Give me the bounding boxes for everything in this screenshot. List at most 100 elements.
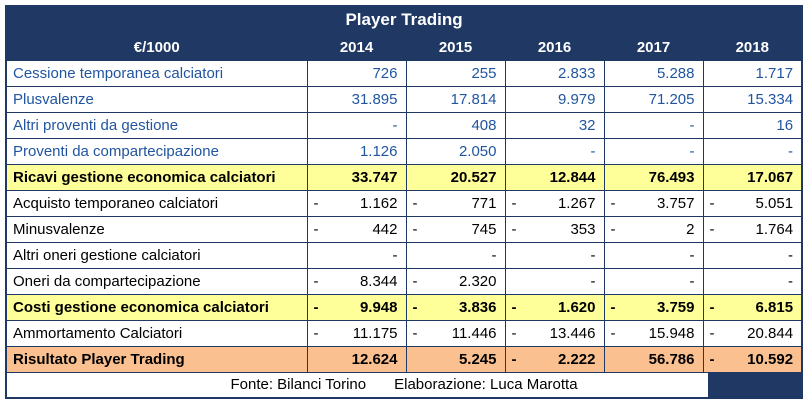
value-cell: 408 [405, 111, 506, 139]
value-cell: -2 [603, 215, 704, 243]
player-trading-table: Player Trading €/1000 2014 2015 2016 201… [5, 5, 804, 399]
table-row: Acquisto temporaneo calciatori -1.162 -7… [5, 189, 803, 217]
value-cell: - 1.162 [306, 189, 407, 217]
value-cell: - [702, 241, 803, 269]
table-row: Altri proventi da gestione - 408 32 - 16 [5, 111, 803, 139]
row-label: Costi gestione economica calciatori [5, 293, 308, 321]
minus-sign: - [511, 350, 517, 368]
minus-sign: - [412, 298, 418, 316]
value-cell: - 353 [504, 215, 605, 243]
value-cell: - 11.446 [405, 319, 506, 347]
value-cell: - [504, 241, 605, 269]
value-cell: - 5.051 [702, 189, 803, 217]
cell-value: 15.334 [747, 90, 794, 108]
cell-value: 15.948 [648, 324, 695, 342]
value-cell: - 1.267 [504, 189, 605, 217]
value-cell: 31.895 [306, 85, 407, 113]
value-cell: - 10.592 [702, 345, 803, 373]
value-cell: - 1.620 [504, 293, 605, 321]
value-cell: 2.050 [405, 137, 506, 165]
cell-value: 12.624 [351, 350, 398, 368]
minus-sign: - [313, 194, 319, 212]
value-cell: 12.624 [306, 345, 407, 373]
value-cell: - 20.844 [702, 319, 803, 347]
value-cell: - 771 [405, 189, 506, 217]
cell-value: 13.446 [549, 324, 596, 342]
value-cell: - 442 [306, 215, 407, 243]
value-cell: - 6.815 [702, 293, 803, 321]
value-cell: 2.833 [504, 59, 605, 87]
column-header-2017: 2017 [603, 33, 704, 61]
value-cell: 20.527 [405, 163, 506, 191]
cell-value: 771 [471, 194, 497, 212]
value-cell: - [603, 267, 704, 295]
value-cell: - [306, 241, 407, 269]
value-cell: 17.067 [702, 163, 803, 191]
cell-value: - [491, 246, 497, 264]
cell-value: 1.162 [359, 194, 398, 212]
cell-value: 1.126 [359, 142, 398, 160]
minus-sign: - [610, 298, 616, 316]
minus-sign: - [610, 324, 616, 342]
cell-value: 17.067 [747, 168, 794, 186]
cell-value: 1.764 [755, 220, 794, 238]
cell-value: - [689, 246, 695, 264]
cell-value: 3.759 [656, 298, 695, 316]
value-cell: 12.844 [504, 163, 605, 191]
cell-value: 11.175 [352, 324, 398, 342]
minus-sign: - [511, 194, 517, 212]
row-label: Minusvalenze [5, 215, 308, 243]
value-cell: 1.126 [306, 137, 407, 165]
cell-value: 5.288 [656, 64, 695, 82]
row-label: Oneri da compartecipazione [5, 267, 308, 295]
cell-value: - [590, 246, 596, 264]
row-label: Proventi da compartecipazione [5, 137, 308, 165]
value-cell: 15.334 [702, 85, 803, 113]
column-header-unit: €/1000 [5, 33, 308, 61]
cell-value: 2.222 [557, 350, 596, 368]
table-row: Plusvalenze 31.895 17.814 9.979 71.205 1… [5, 85, 803, 113]
value-cell: - [603, 137, 704, 165]
row-label: Ricavi gestione economica calciatori [5, 163, 308, 191]
cell-value: - [788, 142, 794, 160]
cell-value: 20.844 [747, 324, 794, 342]
row-label: Ammortamento Calciatori [5, 319, 308, 347]
table-row-total-ricavi: Ricavi gestione economica calciatori 33.… [5, 163, 803, 191]
cell-value: - [590, 272, 596, 290]
value-cell: 5.245 [405, 345, 506, 373]
value-cell: - 3.757 [603, 189, 704, 217]
table-header-row: €/1000 2014 2015 2016 2017 2018 [5, 33, 803, 61]
cell-value: 5.051 [755, 194, 794, 212]
value-cell: 255 [405, 59, 506, 87]
minus-sign: - [412, 194, 418, 212]
value-cell: - 13.446 [504, 319, 605, 347]
column-header-2015: 2015 [405, 33, 506, 61]
row-label: Altri proventi da gestione [5, 111, 308, 139]
cell-value: 6.815 [755, 298, 794, 316]
minus-sign: - [412, 272, 418, 290]
cell-value: - [689, 272, 695, 290]
cell-value: 408 [471, 116, 497, 134]
value-cell: - [702, 137, 803, 165]
cell-value: 255 [471, 64, 497, 82]
value-cell: 76.493 [603, 163, 704, 191]
value-cell: 16 [702, 111, 803, 139]
cell-value: 56.786 [648, 350, 695, 368]
footer-text: Fonte: Bilanci Torino Elaborazione: Luca … [7, 372, 802, 397]
table-row: Minusvalenze -442 -745 -353 -2 -1.764 [5, 215, 803, 243]
column-header-2014: 2014 [306, 33, 407, 61]
cell-value: 745 [471, 220, 497, 238]
cell-value: 17.814 [450, 90, 497, 108]
corner-navy-box [708, 372, 802, 397]
cell-value: 10.592 [747, 350, 794, 368]
minus-sign: - [511, 324, 517, 342]
cell-value: 16 [776, 116, 794, 134]
row-label: Plusvalenze [5, 85, 308, 113]
row-label: Altri oneri gestione calciatori [5, 241, 308, 269]
value-cell: - [603, 241, 704, 269]
minus-sign: - [412, 220, 418, 238]
value-cell: 17.814 [405, 85, 506, 113]
row-label: Cessione temporanea calciatori [5, 59, 308, 87]
minus-sign: - [511, 220, 517, 238]
row-label: Risultato Player Trading [5, 345, 308, 373]
